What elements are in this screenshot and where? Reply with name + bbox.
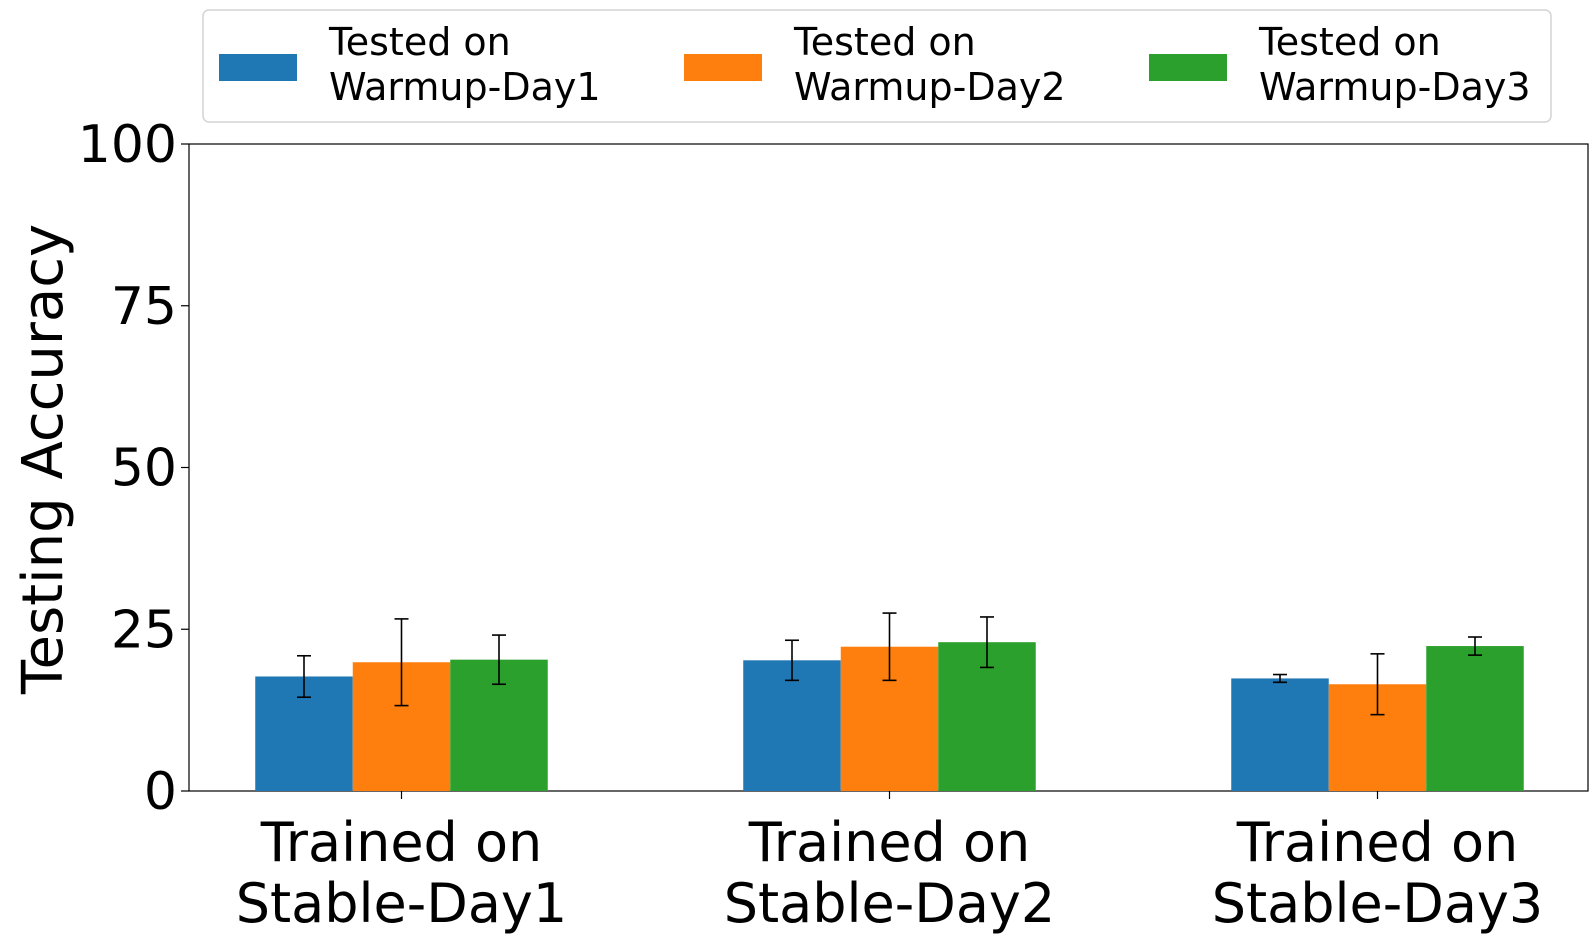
legend-label: Tested on [793,20,976,64]
y-axis-label: Testing Accuracy [11,224,76,695]
legend-label: Warmup-Day2 [794,65,1066,109]
legend-box [202,9,1552,123]
bar [1426,646,1524,791]
plot-area [188,143,1589,792]
x-tick-label: Stable-Day1 [236,872,568,935]
bar [1231,678,1329,791]
x-tick-label: Trained on [260,811,543,874]
y-tick-label: 0 [144,762,177,822]
legend-label: Tested on [328,20,511,64]
bar [743,660,841,791]
legend-swatch [1149,54,1227,81]
y-axis: 0 25 50 75 100 [78,115,189,822]
x-tick-label: Stable-Day3 [1212,872,1544,935]
x-tick-label: Trained on [748,811,1031,874]
x-tick-label: Stable-Day2 [724,872,1056,935]
y-tick-label: 50 [111,439,177,499]
x-tick-label: Trained on [1236,811,1519,874]
legend-swatch [684,54,762,81]
legend-label: Tested on [1258,20,1441,64]
legend-label: Warmup-Day3 [1259,65,1531,109]
legend-swatch [219,54,297,81]
y-tick-label: 25 [111,600,177,660]
y-tick-label: 75 [111,277,177,337]
y-tick-label: 100 [78,115,177,175]
legend-label: Warmup-Day1 [329,65,601,109]
